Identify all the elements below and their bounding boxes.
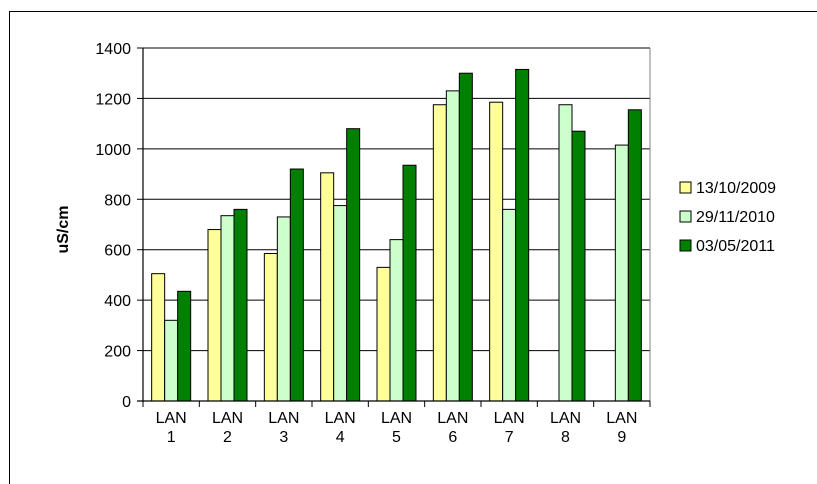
bar bbox=[233, 208, 248, 402]
y-axis-label: uS/cm bbox=[55, 205, 72, 253]
y-tick-label: 600 bbox=[104, 243, 131, 260]
y-tick-label: 200 bbox=[104, 344, 131, 361]
bar bbox=[151, 273, 166, 402]
x-tick-label: LAN bbox=[381, 410, 412, 427]
x-tick-label: LAN bbox=[437, 410, 468, 427]
legend-swatch bbox=[679, 239, 692, 252]
bar bbox=[164, 319, 179, 402]
x-tick-label: 8 bbox=[561, 429, 570, 446]
bar bbox=[220, 215, 235, 402]
bar bbox=[489, 101, 504, 402]
legend-label: 29/11/2010 bbox=[696, 209, 775, 226]
bar bbox=[389, 239, 404, 402]
y-tick-label: 1000 bbox=[95, 142, 131, 159]
bar bbox=[502, 208, 517, 402]
bar bbox=[177, 290, 192, 402]
bar bbox=[333, 205, 348, 402]
x-tick-label: LAN bbox=[156, 410, 187, 427]
legend-swatch bbox=[679, 181, 692, 194]
y-tick-label: 0 bbox=[122, 394, 131, 411]
bar bbox=[458, 72, 473, 402]
x-tick-label: LAN bbox=[494, 410, 525, 427]
bar bbox=[207, 229, 222, 402]
bar bbox=[346, 128, 361, 402]
x-tick-label: 1 bbox=[167, 429, 176, 446]
bar bbox=[515, 68, 530, 402]
x-tick-label: 9 bbox=[617, 429, 626, 446]
bar bbox=[402, 164, 417, 402]
bar bbox=[627, 109, 642, 402]
plot-area: 0 200 400 600 800 1000 1200 1400 LAN 1 LAN 2 LAN 3 LAN… bbox=[95, 41, 651, 446]
y-tick-label: 1200 bbox=[95, 91, 131, 108]
x-tick-label: 2 bbox=[223, 429, 232, 446]
bar bbox=[320, 172, 335, 402]
x-tick-label: LAN bbox=[325, 410, 356, 427]
bar bbox=[263, 252, 278, 402]
x-tick-label: 5 bbox=[392, 429, 401, 446]
x-tick-label: LAN bbox=[268, 410, 299, 427]
x-tick-label: 3 bbox=[279, 429, 288, 446]
bar bbox=[376, 266, 391, 402]
bar bbox=[289, 168, 304, 402]
x-tick-label: 4 bbox=[336, 429, 345, 446]
x-tick-label: 6 bbox=[448, 429, 457, 446]
bar bbox=[445, 90, 460, 402]
y-tick-label: 800 bbox=[104, 192, 131, 209]
bar bbox=[614, 144, 629, 402]
x-tick-label: LAN bbox=[212, 410, 243, 427]
legend-label: 03/05/2011 bbox=[696, 238, 775, 255]
x-tick-label: 7 bbox=[505, 429, 514, 446]
x-tick-label: LAN bbox=[606, 410, 637, 427]
y-tick-label: 1400 bbox=[95, 41, 131, 58]
legend-swatch bbox=[679, 210, 692, 223]
y-tick-label: 400 bbox=[104, 293, 131, 310]
bar bbox=[571, 130, 586, 402]
bar bbox=[276, 216, 291, 402]
x-tick-label: LAN bbox=[550, 410, 581, 427]
legend: 13/10/2009 29/11/2010 03/05/2011 bbox=[679, 180, 776, 255]
legend-label: 13/10/2009 bbox=[696, 180, 776, 197]
bar bbox=[558, 104, 573, 402]
bar bbox=[432, 104, 447, 402]
